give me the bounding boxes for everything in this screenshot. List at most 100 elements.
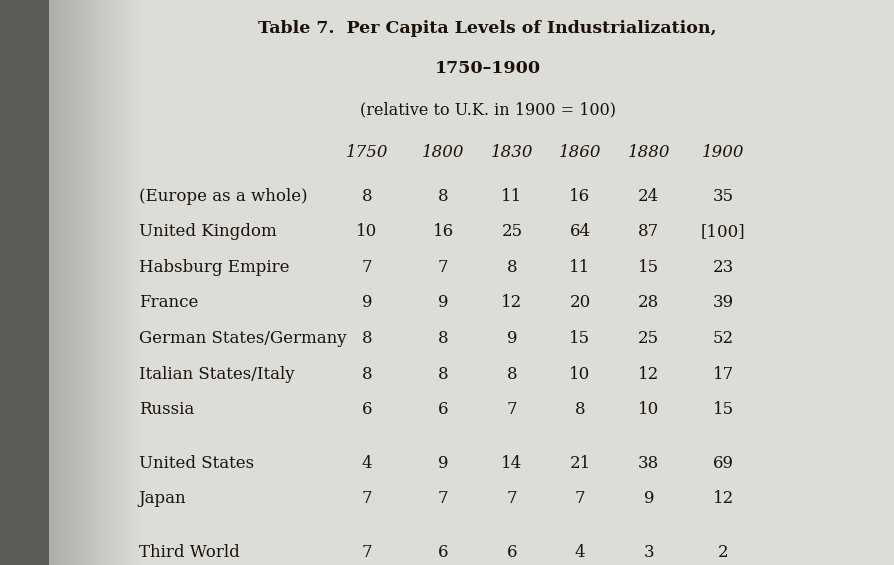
Text: Table 7.  Per Capita Levels of Industrialization,: Table 7. Per Capita Levels of Industrial…: [258, 20, 716, 37]
Text: 1750: 1750: [345, 144, 388, 161]
Text: Russia: Russia: [139, 401, 194, 418]
Text: 39: 39: [712, 294, 733, 311]
Text: 7: 7: [361, 490, 372, 507]
Text: 10: 10: [569, 366, 590, 383]
Text: 1750–1900: 1750–1900: [434, 60, 540, 77]
Text: [100]: [100]: [700, 223, 745, 240]
Text: 4: 4: [574, 544, 585, 560]
Text: 7: 7: [361, 259, 372, 276]
Bar: [67, 0, 72, 565]
Text: 7: 7: [574, 490, 585, 507]
Bar: [130, 0, 134, 565]
Text: 12: 12: [712, 490, 733, 507]
Text: 25: 25: [501, 223, 522, 240]
Bar: [76, 0, 80, 565]
Text: 1830: 1830: [490, 144, 533, 161]
Text: 64: 64: [569, 223, 590, 240]
Text: 15: 15: [569, 330, 590, 347]
Bar: [49, 0, 54, 565]
Text: 11: 11: [501, 188, 522, 205]
Bar: [85, 0, 89, 565]
Text: 7: 7: [437, 490, 448, 507]
Text: 9: 9: [361, 294, 372, 311]
Text: 69: 69: [712, 454, 733, 472]
Text: 8: 8: [437, 330, 448, 347]
Text: 2: 2: [717, 544, 728, 560]
Bar: [121, 0, 125, 565]
Text: Habsburg Empire: Habsburg Empire: [139, 259, 289, 276]
Text: 8: 8: [361, 330, 372, 347]
Text: 35: 35: [712, 188, 733, 205]
Text: 24: 24: [637, 188, 659, 205]
Text: 1860: 1860: [558, 144, 601, 161]
Text: 9: 9: [643, 490, 654, 507]
Text: Third World: Third World: [139, 544, 240, 560]
Text: 11: 11: [569, 259, 590, 276]
Text: 9: 9: [437, 294, 448, 311]
Text: German States/Germany: German States/Germany: [139, 330, 346, 347]
Text: 21: 21: [569, 454, 590, 472]
Text: 12: 12: [501, 294, 522, 311]
Text: 17: 17: [712, 366, 733, 383]
Bar: [58, 0, 63, 565]
Bar: [125, 0, 130, 565]
Text: United Kingdom: United Kingdom: [139, 223, 276, 240]
Text: 8: 8: [361, 188, 372, 205]
Bar: [89, 0, 94, 565]
Text: 7: 7: [506, 490, 517, 507]
Text: 3: 3: [643, 544, 654, 560]
Text: 20: 20: [569, 294, 590, 311]
Text: 12: 12: [637, 366, 659, 383]
Bar: [107, 0, 112, 565]
Text: 9: 9: [437, 454, 448, 472]
Bar: [112, 0, 116, 565]
Text: 16: 16: [432, 223, 453, 240]
Text: 6: 6: [506, 544, 517, 560]
Text: 16: 16: [569, 188, 590, 205]
Bar: [98, 0, 103, 565]
Text: Japan: Japan: [139, 490, 186, 507]
Bar: [72, 0, 76, 565]
Bar: [134, 0, 139, 565]
Text: 7: 7: [437, 259, 448, 276]
Text: 8: 8: [437, 188, 448, 205]
Text: 6: 6: [437, 401, 448, 418]
Text: 14: 14: [501, 454, 522, 472]
Text: 6: 6: [437, 544, 448, 560]
Text: 1880: 1880: [627, 144, 670, 161]
Text: 1900: 1900: [701, 144, 744, 161]
Text: 25: 25: [637, 330, 659, 347]
Text: 8: 8: [437, 366, 448, 383]
Text: 87: 87: [637, 223, 659, 240]
Bar: [54, 0, 58, 565]
Text: 8: 8: [506, 366, 517, 383]
Text: 7: 7: [506, 401, 517, 418]
Text: 4: 4: [361, 454, 372, 472]
Bar: [116, 0, 121, 565]
Bar: [103, 0, 107, 565]
Text: France: France: [139, 294, 198, 311]
Text: 15: 15: [712, 401, 733, 418]
Text: 28: 28: [637, 294, 659, 311]
Bar: [94, 0, 98, 565]
Text: United States: United States: [139, 454, 254, 472]
Text: 9: 9: [506, 330, 517, 347]
Bar: [80, 0, 85, 565]
Text: (relative to U.K. in 1900 = 100): (relative to U.K. in 1900 = 100): [359, 101, 615, 118]
Text: 8: 8: [506, 259, 517, 276]
Text: 15: 15: [637, 259, 659, 276]
Text: Italian States/Italy: Italian States/Italy: [139, 366, 294, 383]
Text: 6: 6: [361, 401, 372, 418]
Text: 8: 8: [361, 366, 372, 383]
Text: 7: 7: [361, 544, 372, 560]
Text: (Europe as a whole): (Europe as a whole): [139, 188, 307, 205]
Text: 10: 10: [356, 223, 377, 240]
Bar: [63, 0, 67, 565]
Text: 8: 8: [574, 401, 585, 418]
Text: 38: 38: [637, 454, 659, 472]
Text: 1800: 1800: [421, 144, 464, 161]
Text: 10: 10: [637, 401, 659, 418]
Bar: [0, 0, 49, 565]
Text: 23: 23: [712, 259, 733, 276]
Text: 52: 52: [712, 330, 733, 347]
